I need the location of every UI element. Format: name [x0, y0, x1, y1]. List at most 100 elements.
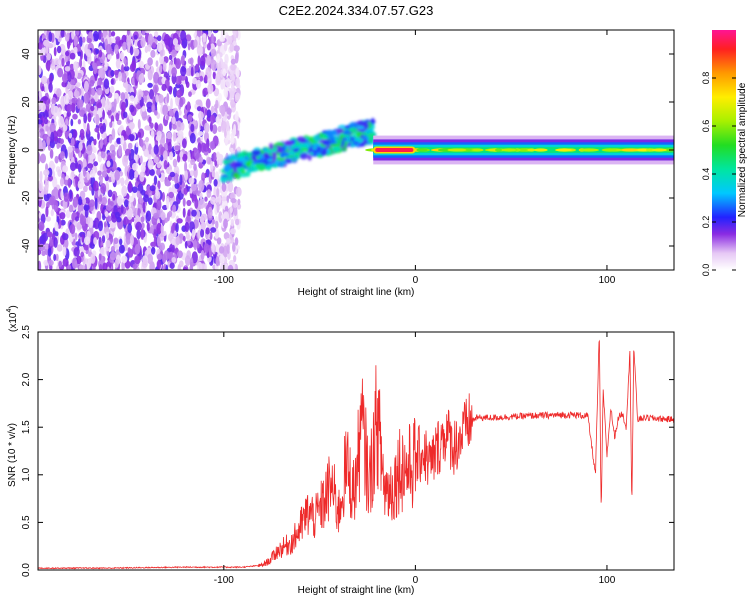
noise-speckle [162, 61, 167, 72]
noise-speckle [98, 253, 102, 261]
noise-speckle [41, 232, 49, 242]
noise-speckle [57, 169, 62, 177]
noise-speckle [44, 174, 48, 183]
noise-speckle [119, 51, 125, 61]
noise-speckle [153, 237, 157, 245]
noise-speckle [150, 130, 155, 138]
noise-speckle [73, 129, 77, 139]
noise-speckle [54, 188, 60, 200]
noise-speckle [215, 220, 219, 229]
transition-blob [349, 127, 358, 132]
noise-speckle [74, 68, 79, 78]
noise-speckle [174, 110, 179, 122]
noise-speckle [38, 131, 41, 138]
noise-speckle [84, 80, 89, 93]
noise-speckle [210, 33, 215, 45]
noise-speckle [193, 239, 198, 251]
noise-speckle [93, 138, 97, 146]
noise-speckle [78, 141, 83, 151]
noise-speckle [115, 36, 121, 42]
noise-speckle [78, 196, 82, 205]
noise-speckle [53, 46, 57, 57]
noise-speckle [72, 113, 78, 120]
noise-speckle [153, 144, 159, 155]
noise-speckle [128, 181, 132, 192]
noise-speckle [131, 217, 135, 222]
noise-speckle [147, 57, 153, 66]
transition-blob [255, 155, 261, 160]
noise-speckle [67, 264, 72, 270]
noise-speckle [199, 156, 204, 163]
noise-speckle [180, 65, 187, 77]
noise-speckle [109, 222, 116, 229]
noise-speckle [97, 106, 104, 118]
noise-speckle [165, 264, 169, 270]
noise-speckle [53, 253, 57, 262]
noise-speckle [200, 249, 205, 261]
noise-speckle [65, 118, 69, 126]
noise-speckle [44, 180, 49, 191]
transition-blob [331, 146, 341, 152]
noise-speckle [65, 209, 71, 219]
noise-speckle [132, 162, 138, 171]
noise-speckle [191, 251, 198, 264]
noise-speckle [151, 103, 156, 113]
noise-speckle [58, 260, 63, 268]
noise-speckle [48, 109, 52, 118]
noise-speckle [203, 243, 210, 254]
noise-speckle [159, 55, 165, 65]
noise-speckle [115, 112, 120, 122]
noise-speckle [200, 55, 206, 67]
noise-speckle [145, 136, 150, 143]
noise-speckle [105, 204, 112, 211]
noise-speckle [83, 236, 91, 246]
noise-speckle [185, 230, 190, 240]
noise-speckle [230, 58, 236, 65]
snr-data-area [38, 339, 674, 570]
noise-speckle [215, 256, 220, 267]
noise-speckle [128, 121, 135, 130]
carrier-highlight [533, 148, 548, 152]
noise-speckle [45, 125, 49, 132]
noise-speckle [195, 72, 200, 78]
noise-speckle [38, 89, 42, 100]
noise-speckle [123, 216, 129, 226]
noise-speckle [235, 67, 240, 78]
noise-speckle [96, 87, 103, 96]
noise-speckle [40, 75, 48, 85]
noise-speckle [180, 55, 185, 66]
carrier-highlight [447, 148, 467, 152]
noise-speckle [134, 170, 139, 178]
noise-speckle [233, 45, 240, 52]
noise-speckle [202, 30, 208, 33]
noise-region [38, 30, 242, 270]
noise-speckle [41, 86, 45, 92]
noise-speckle [199, 75, 204, 82]
noise-speckle [86, 37, 92, 44]
noise-speckle [156, 35, 162, 42]
noise-speckle [176, 89, 183, 98]
transition-blob [362, 134, 369, 140]
noise-speckle [50, 209, 54, 217]
noise-speckle [210, 196, 216, 205]
noise-speckle [85, 49, 92, 58]
noise-speckle [180, 122, 185, 131]
noise-speckle [183, 266, 188, 270]
noise-speckle [77, 51, 82, 57]
noise-speckle [206, 189, 212, 198]
noise-speckle [56, 244, 63, 252]
noise-speckle [216, 152, 220, 159]
noise-speckle [105, 240, 111, 248]
noise-speckle [229, 206, 233, 214]
noise-speckle [224, 130, 227, 138]
noise-speckle [162, 104, 169, 116]
noise-speckle [53, 58, 60, 66]
noise-speckle [141, 260, 148, 268]
snr-y-tick-label: 1.5 [21, 420, 32, 434]
noise-speckle [129, 63, 136, 72]
carrier-highlight [651, 148, 667, 152]
noise-speckle [47, 61, 51, 72]
noise-speckle [166, 197, 170, 210]
noise-speckle [96, 60, 101, 67]
noise-speckle [166, 131, 173, 140]
